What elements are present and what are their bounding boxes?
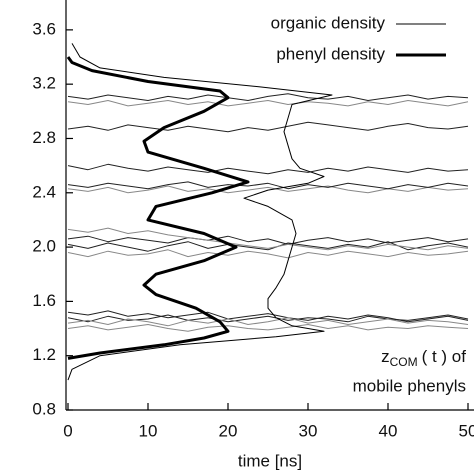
x-tick-label: 20 bbox=[219, 421, 238, 440]
legend-label: phenyl density bbox=[276, 44, 385, 63]
x-tick-label: 0 bbox=[63, 421, 72, 440]
y-tick-label: 2.0 bbox=[32, 237, 56, 256]
trajectory-line bbox=[67, 163, 469, 175]
trajectory-line bbox=[67, 310, 469, 323]
trajectory-line bbox=[67, 121, 469, 133]
trajectory-line bbox=[67, 181, 469, 190]
y-tick-label: 2.4 bbox=[32, 182, 56, 201]
x-tick-label: 10 bbox=[139, 421, 158, 440]
plot-area bbox=[66, 43, 469, 381]
x-axis-label: time [ns] bbox=[238, 451, 302, 470]
density-line bbox=[66, 56, 250, 360]
annotation-text: ( t ) of bbox=[422, 347, 467, 366]
trajectory-line bbox=[67, 227, 469, 251]
x-tick-label: 40 bbox=[379, 421, 398, 440]
annotation: zCOM ( t ) of bbox=[381, 347, 466, 369]
trajectory-line bbox=[67, 100, 469, 107]
trajectory-line bbox=[67, 249, 469, 259]
annotation-subscript: COM bbox=[390, 355, 418, 369]
annotation-text: z bbox=[381, 347, 390, 366]
legend-label: organic density bbox=[271, 13, 386, 32]
y-tick-label: 3.2 bbox=[32, 74, 56, 93]
trajectory-line bbox=[67, 241, 469, 252]
trajectory-line bbox=[67, 324, 469, 332]
trajectory-line bbox=[67, 317, 469, 327]
density-line bbox=[67, 43, 333, 381]
y-tick-label: 0.8 bbox=[32, 399, 56, 418]
x-tick-label: 50 bbox=[459, 421, 474, 440]
trajectory-line bbox=[67, 93, 469, 101]
trajectory-line bbox=[67, 185, 469, 194]
annotation: mobile phenyls bbox=[353, 376, 466, 395]
y-tick-label: 1.2 bbox=[32, 345, 56, 364]
trajectory-line bbox=[67, 235, 469, 245]
x-tick-label: 30 bbox=[299, 421, 318, 440]
y-tick-label: 1.6 bbox=[32, 291, 56, 310]
y-tick-label: 2.8 bbox=[32, 128, 56, 147]
y-tick-label: 3.6 bbox=[32, 19, 56, 38]
